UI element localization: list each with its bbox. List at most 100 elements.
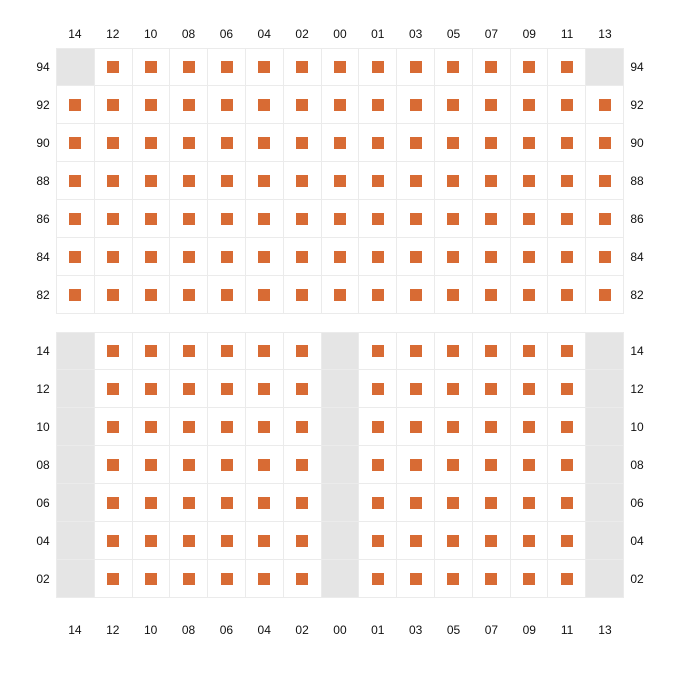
cell-seat[interactable] (358, 48, 396, 86)
cell-seat[interactable] (321, 276, 359, 314)
cell-seat[interactable] (132, 332, 170, 370)
cell-seat[interactable] (283, 86, 321, 124)
cell-seat[interactable] (396, 200, 434, 238)
cell-seat[interactable] (510, 446, 548, 484)
cell-seat[interactable] (472, 124, 510, 162)
cell-seat[interactable] (245, 238, 283, 276)
cell-seat[interactable] (321, 200, 359, 238)
cell-seat[interactable] (547, 484, 585, 522)
cell-seat[interactable] (169, 332, 207, 370)
cell-seat[interactable] (358, 200, 396, 238)
cell-seat[interactable] (434, 522, 472, 560)
cell-seat[interactable] (358, 238, 396, 276)
cell-seat[interactable] (132, 522, 170, 560)
cell-seat[interactable] (547, 200, 585, 238)
cell-seat[interactable] (94, 124, 132, 162)
cell-seat[interactable] (207, 48, 245, 86)
cell-seat[interactable] (56, 124, 94, 162)
cell-seat[interactable] (169, 238, 207, 276)
cell-seat[interactable] (169, 162, 207, 200)
cell-seat[interactable] (245, 446, 283, 484)
cell-seat[interactable] (169, 560, 207, 598)
cell-seat[interactable] (245, 162, 283, 200)
cell-seat[interactable] (547, 48, 585, 86)
cell-seat[interactable] (132, 200, 170, 238)
cell-seat[interactable] (358, 86, 396, 124)
cell-seat[interactable] (169, 200, 207, 238)
cell-seat[interactable] (472, 276, 510, 314)
cell-seat[interactable] (56, 86, 94, 124)
cell-seat[interactable] (94, 86, 132, 124)
cell-seat[interactable] (283, 484, 321, 522)
cell-seat[interactable] (472, 522, 510, 560)
cell-seat[interactable] (358, 522, 396, 560)
cell-seat[interactable] (472, 200, 510, 238)
cell-seat[interactable] (396, 162, 434, 200)
cell-seat[interactable] (472, 162, 510, 200)
cell-seat[interactable] (510, 86, 548, 124)
cell-seat[interactable] (245, 522, 283, 560)
cell-seat[interactable] (396, 484, 434, 522)
cell-seat[interactable] (547, 124, 585, 162)
cell-seat[interactable] (283, 276, 321, 314)
cell-seat[interactable] (207, 408, 245, 446)
cell-seat[interactable] (56, 162, 94, 200)
cell-seat[interactable] (207, 276, 245, 314)
cell-seat[interactable] (245, 200, 283, 238)
cell-seat[interactable] (396, 446, 434, 484)
cell-seat[interactable] (434, 276, 472, 314)
cell-seat[interactable] (245, 408, 283, 446)
cell-seat[interactable] (245, 86, 283, 124)
cell-seat[interactable] (358, 484, 396, 522)
cell-seat[interactable] (510, 560, 548, 598)
cell-seat[interactable] (358, 332, 396, 370)
cell-seat[interactable] (56, 200, 94, 238)
cell-seat[interactable] (283, 200, 321, 238)
cell-seat[interactable] (510, 484, 548, 522)
cell-seat[interactable] (245, 560, 283, 598)
cell-seat[interactable] (510, 370, 548, 408)
cell-seat[interactable] (207, 200, 245, 238)
cell-seat[interactable] (547, 86, 585, 124)
cell-seat[interactable] (585, 238, 623, 276)
cell-seat[interactable] (207, 522, 245, 560)
cell-seat[interactable] (434, 162, 472, 200)
cell-seat[interactable] (169, 86, 207, 124)
cell-seat[interactable] (132, 238, 170, 276)
cell-seat[interactable] (283, 48, 321, 86)
cell-seat[interactable] (396, 560, 434, 598)
cell-seat[interactable] (547, 408, 585, 446)
cell-seat[interactable] (132, 560, 170, 598)
cell-seat[interactable] (132, 370, 170, 408)
cell-seat[interactable] (169, 124, 207, 162)
cell-seat[interactable] (434, 86, 472, 124)
cell-seat[interactable] (207, 484, 245, 522)
cell-seat[interactable] (434, 48, 472, 86)
cell-seat[interactable] (585, 276, 623, 314)
cell-seat[interactable] (510, 276, 548, 314)
cell-seat[interactable] (94, 200, 132, 238)
cell-seat[interactable] (132, 446, 170, 484)
cell-seat[interactable] (358, 124, 396, 162)
cell-seat[interactable] (132, 484, 170, 522)
cell-seat[interactable] (396, 238, 434, 276)
cell-seat[interactable] (434, 408, 472, 446)
cell-seat[interactable] (396, 370, 434, 408)
cell-seat[interactable] (510, 48, 548, 86)
cell-seat[interactable] (94, 484, 132, 522)
cell-seat[interactable] (396, 332, 434, 370)
cell-seat[interactable] (207, 332, 245, 370)
cell-seat[interactable] (510, 522, 548, 560)
cell-seat[interactable] (434, 484, 472, 522)
cell-seat[interactable] (245, 48, 283, 86)
cell-seat[interactable] (245, 332, 283, 370)
cell-seat[interactable] (94, 370, 132, 408)
cell-seat[interactable] (132, 124, 170, 162)
cell-seat[interactable] (396, 86, 434, 124)
cell-seat[interactable] (283, 238, 321, 276)
cell-seat[interactable] (283, 408, 321, 446)
cell-seat[interactable] (283, 370, 321, 408)
cell-seat[interactable] (283, 124, 321, 162)
cell-seat[interactable] (510, 124, 548, 162)
cell-seat[interactable] (207, 86, 245, 124)
